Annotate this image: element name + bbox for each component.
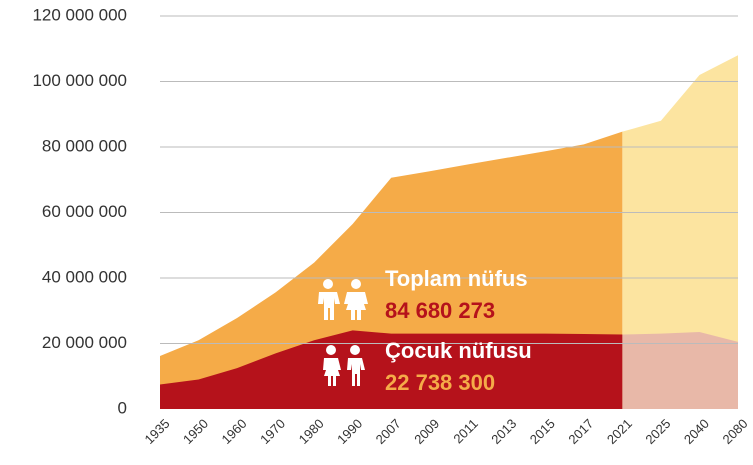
series-name: Toplam nüfus (385, 266, 528, 291)
y-tick-label: 20 000 000 (42, 333, 127, 352)
x-tick-label: 1990 (334, 416, 365, 447)
y-tick-label: 0 (118, 398, 127, 417)
area (160, 330, 623, 409)
x-tick-label: 1980 (296, 416, 327, 447)
x-tick-label: 2025 (642, 416, 673, 447)
annotations: Toplam nüfus 84 680 273 Çocuk nüfusu 22 … (385, 266, 532, 395)
x-tick-label: 2013 (488, 416, 519, 447)
y-tick-label: 100 000 000 (32, 71, 127, 90)
x-tick-label: 1960 (219, 416, 250, 447)
people-icon (318, 279, 368, 320)
y-tick-label: 120 000 000 (32, 5, 127, 24)
areas (160, 55, 738, 410)
children-icon (323, 345, 365, 386)
y-tick-label: 80 000 000 (42, 136, 127, 155)
value-label: 22 738 300 (385, 370, 495, 395)
x-tick-label: 2040 (681, 416, 712, 447)
y-tick-label: 60 000 000 (42, 202, 127, 221)
area (622, 332, 738, 409)
x-tick-label: 1935 (141, 416, 172, 447)
y-tick-label: 40 000 000 (42, 267, 127, 286)
x-tick-label: 2009 (411, 416, 442, 447)
x-tick-label: 2015 (527, 416, 558, 447)
x-tick-label: 2021 (604, 416, 635, 447)
icons (318, 279, 368, 386)
area (622, 55, 738, 410)
x-tick-label: 2011 (450, 416, 480, 446)
x-tick-label: 2017 (565, 416, 596, 447)
x-tick-label: 1950 (180, 416, 211, 447)
x-tick-label: 2080 (719, 416, 750, 447)
x-tick-label: 2007 (373, 416, 404, 447)
series-name: Çocuk nüfusu (385, 338, 532, 363)
value-label: 84 680 273 (385, 298, 495, 323)
grid (160, 15, 738, 344)
x-tick-label: 1970 (257, 416, 288, 447)
